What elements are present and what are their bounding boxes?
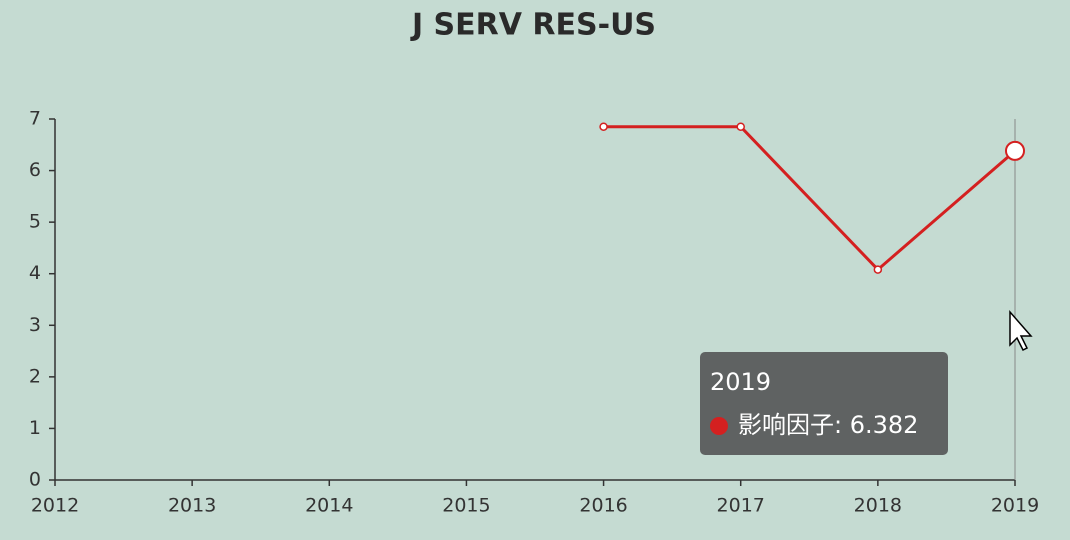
y-tick-label: 1 (29, 417, 41, 439)
point (599, 122, 608, 131)
cursor (1009, 310, 1033, 352)
x-tick-label: 2013 (168, 495, 216, 517)
y-tick-label: 3 (29, 314, 41, 336)
y-tick-label: 6 (29, 159, 41, 181)
x-tick-label: 2015 (442, 495, 490, 517)
tooltip-text: 影响因子: 6.382 (738, 411, 918, 439)
y-tick-label: 4 (29, 262, 41, 284)
x-tick-label: 2019 (991, 495, 1039, 517)
x-tick-label: 2012 (31, 495, 79, 517)
y-tick-label: 0 (29, 469, 41, 491)
y-tick-label: 2 (29, 365, 41, 387)
point (1005, 140, 1025, 161)
tooltip-title: 2019 (710, 368, 771, 396)
y-tick-label: 5 (29, 211, 41, 233)
x-tick-label: 2017 (717, 495, 765, 517)
tooltip-dot (710, 417, 728, 435)
y-tick-label: 7 (29, 108, 41, 130)
line (603, 125, 1016, 272)
x-tick-label: 2016 (579, 495, 627, 517)
x-tick-label: 2014 (305, 495, 353, 517)
chart-title: J SERV RES-US (410, 8, 656, 43)
tooltip-box (700, 352, 948, 455)
x-tick-label: 2018 (854, 495, 902, 517)
tooltip: 2019 影响因子: 6.382 (700, 352, 948, 455)
point (736, 122, 745, 131)
point (873, 265, 883, 274)
